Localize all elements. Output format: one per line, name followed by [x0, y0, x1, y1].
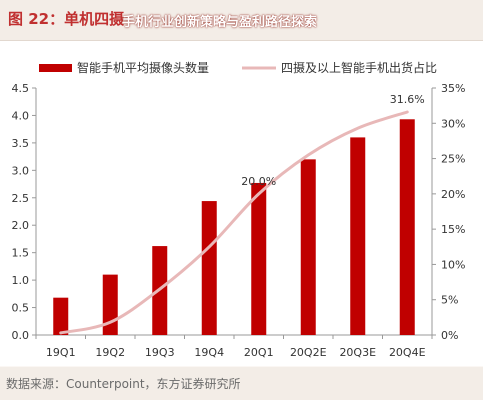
source-bar: 数据来源：Counterpoint，东方证券研究所 — [0, 367, 483, 400]
right-tick-label: 25% — [441, 153, 465, 166]
bar — [53, 297, 69, 335]
left-tick-label: 4.0 — [12, 109, 30, 122]
legend-label-bar: 智能手机平均摄像头数量 — [77, 60, 209, 75]
left-tick-label: 0.5 — [12, 302, 30, 315]
right-tick-label: 35% — [441, 82, 465, 95]
x-tick-label: 19Q3 — [145, 346, 175, 359]
right-tick-label: 0% — [441, 329, 458, 342]
right-tick-label: 15% — [441, 223, 465, 236]
title-bar: 图 22：单机四摄 手机行业创新策略与盈利路径探索 — [0, 0, 483, 41]
right-tick-label: 20% — [441, 188, 465, 201]
source-note: 数据来源：Counterpoint，东方证券研究所 — [6, 377, 241, 391]
plot-area: 智能手机平均摄像头数量 四摄及以上智能手机出货占比 0.0 0.5 1.0 1.5 2.0 2… — [0, 41, 483, 366]
bar — [300, 159, 316, 335]
right-tick-label: 5% — [441, 294, 458, 307]
x-tick-label: 19Q2 — [95, 346, 125, 359]
bar — [350, 137, 366, 335]
left-tick-label: 3.5 — [12, 137, 30, 150]
share-line — [59, 110, 409, 335]
bar — [399, 119, 415, 335]
left-tick-label: 1.5 — [12, 247, 30, 260]
x-tick-label: 20Q3E — [339, 346, 376, 359]
left-tick-label: 0.0 — [12, 329, 30, 342]
figure-title: 图 22：单机四摄 — [8, 10, 125, 28]
right-tick-label: 10% — [441, 258, 465, 271]
bar — [102, 274, 118, 335]
overlay-title: 手机行业创新策略与盈利路径探索 — [122, 15, 318, 30]
x-tick-label: 20Q2E — [290, 346, 327, 359]
right-tick-label: 30% — [441, 117, 465, 130]
left-tick-label: 3.0 — [12, 164, 30, 177]
data-label: 20.0% — [241, 175, 276, 188]
x-tick-label: 20Q4E — [389, 346, 426, 359]
bar — [251, 182, 267, 335]
legend-swatch-bar — [39, 64, 72, 72]
left-tick-label: 4.5 — [12, 82, 30, 95]
x-tick-label: 20Q1 — [244, 346, 274, 359]
data-label: 31.6% — [390, 93, 425, 106]
left-tick-label: 2.5 — [12, 192, 30, 205]
combo-chart: 智能手机平均摄像头数量 四摄及以上智能手机出货占比 0.0 0.5 1.0 1.5 2.0 2… — [12, 60, 466, 359]
bar — [201, 201, 217, 335]
left-tick-label: 2.0 — [12, 219, 30, 232]
left-tick-label: 1.0 — [12, 274, 30, 287]
x-tick-label: 19Q1 — [46, 346, 76, 359]
x-tick-label: 19Q4 — [194, 346, 224, 359]
legend-label-line: 四摄及以上智能手机出货占比 — [281, 60, 437, 75]
